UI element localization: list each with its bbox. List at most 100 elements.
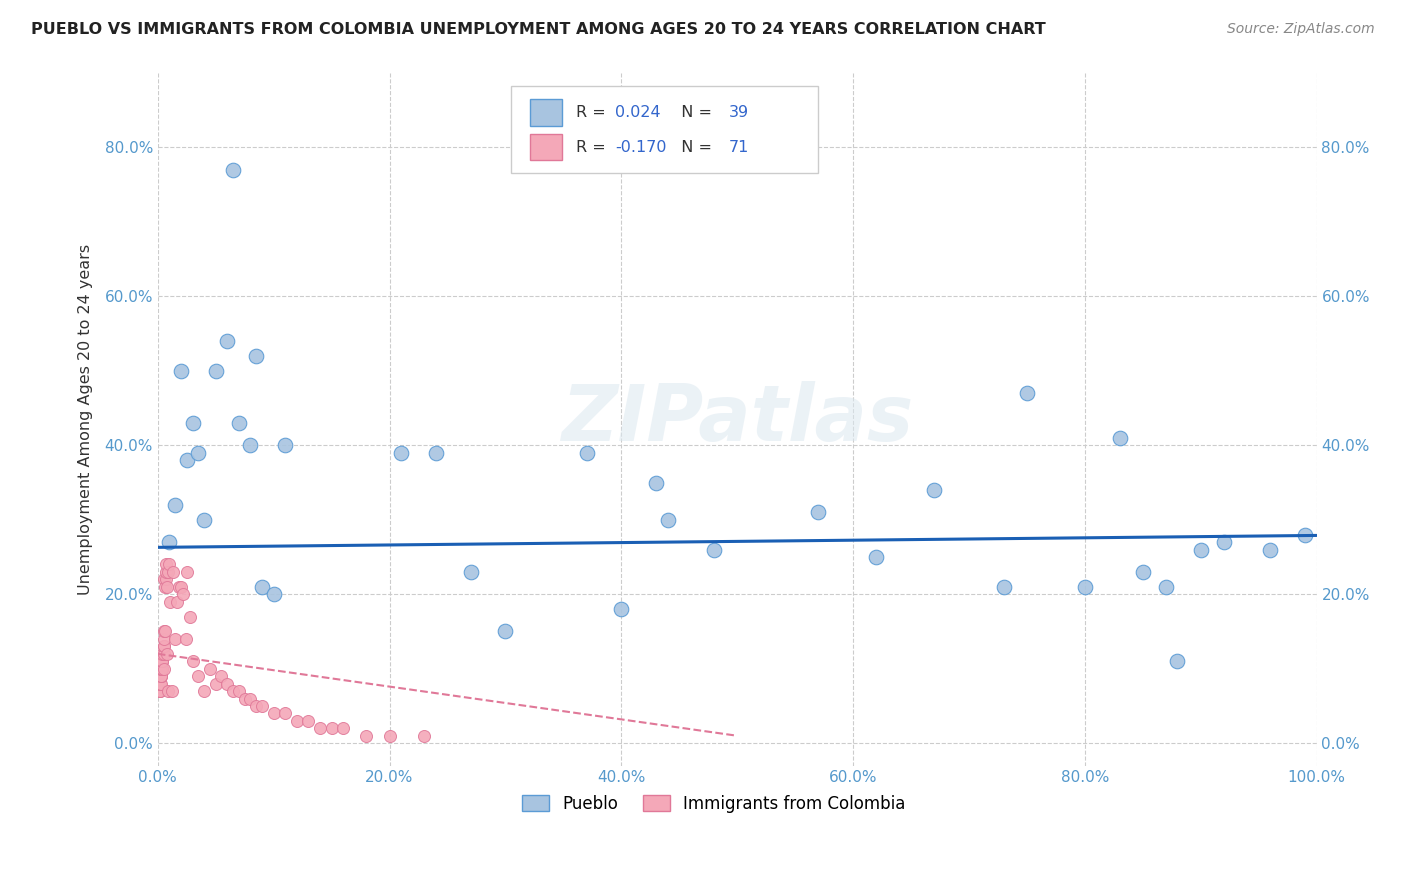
- Point: [156, 580, 179, 594]
- Text: 39: 39: [730, 105, 749, 120]
- Point: [233, 691, 256, 706]
- Point: [157, 535, 180, 549]
- Point: [167, 580, 190, 594]
- Point: [1132, 565, 1154, 579]
- Point: [165, 632, 187, 646]
- Point: [228, 684, 250, 698]
- Point: [285, 714, 308, 728]
- Text: N =: N =: [671, 105, 717, 120]
- Point: [389, 446, 412, 460]
- Text: PUEBLO VS IMMIGRANTS FROM COLOMBIA UNEMPLOYMENT AMONG AGES 20 TO 24 YEARS CORREL: PUEBLO VS IMMIGRANTS FROM COLOMBIA UNEMP…: [31, 22, 1046, 37]
- Point: [217, 334, 239, 348]
- Point: [494, 624, 516, 639]
- Point: [162, 565, 184, 579]
- Point: [153, 624, 176, 639]
- Point: [239, 438, 262, 452]
- Point: [204, 676, 226, 690]
- Point: [425, 446, 447, 460]
- Point: [865, 549, 887, 564]
- Point: [193, 513, 215, 527]
- Point: [150, 669, 173, 683]
- Point: [150, 662, 173, 676]
- Point: [152, 640, 174, 654]
- Point: [176, 453, 198, 467]
- Point: [217, 676, 239, 690]
- Point: [152, 640, 174, 654]
- Y-axis label: Unemployment Among Ages 20 to 24 years: Unemployment Among Ages 20 to 24 years: [79, 244, 93, 595]
- Point: [157, 565, 180, 579]
- Point: [150, 654, 173, 668]
- Point: [321, 721, 343, 735]
- Point: [156, 647, 179, 661]
- Point: [187, 669, 209, 683]
- Point: [703, 542, 725, 557]
- Point: [356, 729, 378, 743]
- Bar: [530, 134, 562, 161]
- Point: [149, 684, 172, 698]
- Point: [150, 676, 173, 690]
- Point: [239, 691, 262, 706]
- Point: [149, 676, 172, 690]
- Point: [263, 706, 285, 721]
- Text: N =: N =: [671, 139, 717, 154]
- Point: [211, 669, 233, 683]
- Bar: [530, 99, 562, 126]
- Point: [1166, 654, 1188, 668]
- Point: [150, 662, 173, 676]
- Point: [413, 729, 436, 743]
- Point: [993, 580, 1015, 594]
- Point: [153, 580, 176, 594]
- Point: [1294, 527, 1316, 541]
- Text: R =: R =: [576, 139, 612, 154]
- Point: [155, 558, 177, 572]
- Point: [176, 565, 198, 579]
- Point: [645, 475, 668, 490]
- Point: [1108, 431, 1130, 445]
- Point: [152, 662, 174, 676]
- Point: [1258, 542, 1281, 557]
- Text: R =: R =: [576, 105, 612, 120]
- Point: [152, 573, 174, 587]
- FancyBboxPatch shape: [512, 87, 818, 173]
- Text: Source: ZipAtlas.com: Source: ZipAtlas.com: [1227, 22, 1375, 37]
- Point: [157, 558, 180, 572]
- Point: [172, 587, 194, 601]
- Point: [274, 438, 297, 452]
- Point: [165, 498, 187, 512]
- Point: [149, 676, 172, 690]
- Text: 0.024: 0.024: [616, 105, 661, 120]
- Point: [204, 364, 226, 378]
- Point: [245, 698, 267, 713]
- Point: [170, 580, 193, 594]
- Point: [228, 416, 250, 430]
- Point: [263, 587, 285, 601]
- Point: [1189, 542, 1212, 557]
- Point: [149, 676, 172, 690]
- Point: [250, 698, 273, 713]
- Legend: Pueblo, Immigrants from Colombia: Pueblo, Immigrants from Colombia: [516, 789, 912, 820]
- Point: [152, 647, 174, 661]
- Point: [179, 609, 201, 624]
- Point: [193, 684, 215, 698]
- Point: [148, 684, 170, 698]
- Point: [150, 669, 173, 683]
- Point: [160, 684, 183, 698]
- Point: [150, 654, 173, 668]
- Point: [159, 595, 181, 609]
- Point: [181, 416, 204, 430]
- Point: [152, 632, 174, 646]
- Point: [155, 565, 177, 579]
- Point: [807, 505, 830, 519]
- Point: [575, 446, 598, 460]
- Point: [1074, 580, 1097, 594]
- Point: [150, 662, 173, 676]
- Point: [155, 573, 177, 587]
- Point: [922, 483, 945, 497]
- Point: [150, 669, 173, 683]
- Point: [610, 602, 633, 616]
- Point: [181, 654, 204, 668]
- Point: [222, 162, 245, 177]
- Point: [1212, 535, 1234, 549]
- Point: [245, 349, 267, 363]
- Text: 71: 71: [730, 139, 749, 154]
